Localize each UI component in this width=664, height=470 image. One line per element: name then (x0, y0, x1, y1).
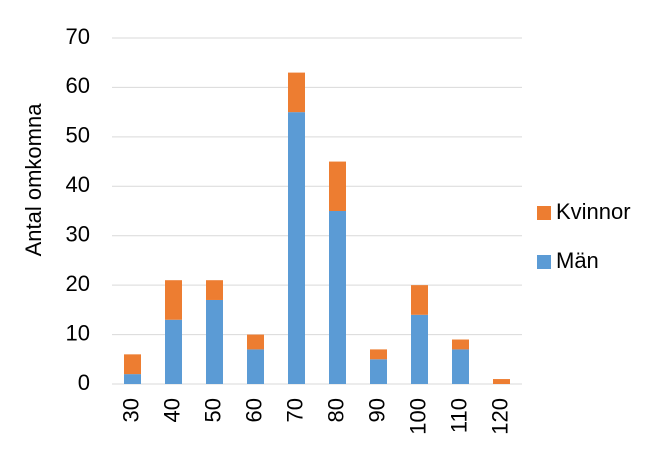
bar-segment (329, 211, 346, 384)
x-tick-label: 110 (446, 398, 471, 433)
x-tick-label: 70 (282, 398, 307, 422)
y-tick-label: 10 (66, 320, 90, 345)
bar-segment (452, 339, 469, 350)
bar-segment (124, 374, 141, 384)
bar-segment (329, 161, 346, 211)
legend-swatch (537, 255, 551, 269)
bar-segment (206, 299, 223, 384)
legend-label: Män (556, 248, 599, 273)
x-tick-label: 120 (487, 398, 512, 435)
bar-segment (124, 354, 141, 375)
y-tick-label: 40 (66, 172, 90, 197)
y-tick-label: 20 (66, 271, 90, 296)
bar-segment (165, 319, 182, 384)
legend-swatch (537, 206, 551, 220)
x-tick-label: 40 (159, 398, 184, 422)
y-tick-label: 50 (66, 123, 90, 148)
x-tick-label: 100 (405, 398, 430, 435)
x-tick-label: 60 (241, 398, 266, 422)
x-tick-label: 90 (364, 398, 389, 422)
bar-segment (370, 349, 387, 360)
y-tick-label: 30 (66, 222, 90, 247)
bar-segment (165, 280, 182, 320)
y-tick-label: 60 (66, 73, 90, 98)
bar-segment (411, 285, 428, 315)
bar-segment (206, 280, 223, 300)
x-tick-label: 80 (323, 398, 348, 422)
x-tick-label: 30 (118, 398, 143, 422)
y-tick-label: 70 (66, 24, 90, 49)
y-tick-label: 0 (78, 370, 90, 395)
bar-segment (247, 349, 264, 384)
y-axis-label: Antal omkomna (21, 103, 46, 257)
bar-segment (288, 72, 305, 113)
bar-segment (370, 359, 387, 384)
bar-segment (452, 349, 469, 384)
legend-label: Kvinnor (556, 199, 631, 224)
bar-segment (288, 112, 305, 385)
bar-segment (411, 314, 428, 384)
bar-segment (493, 379, 510, 384)
bar-segment (247, 334, 264, 350)
x-tick-label: 50 (200, 398, 225, 422)
